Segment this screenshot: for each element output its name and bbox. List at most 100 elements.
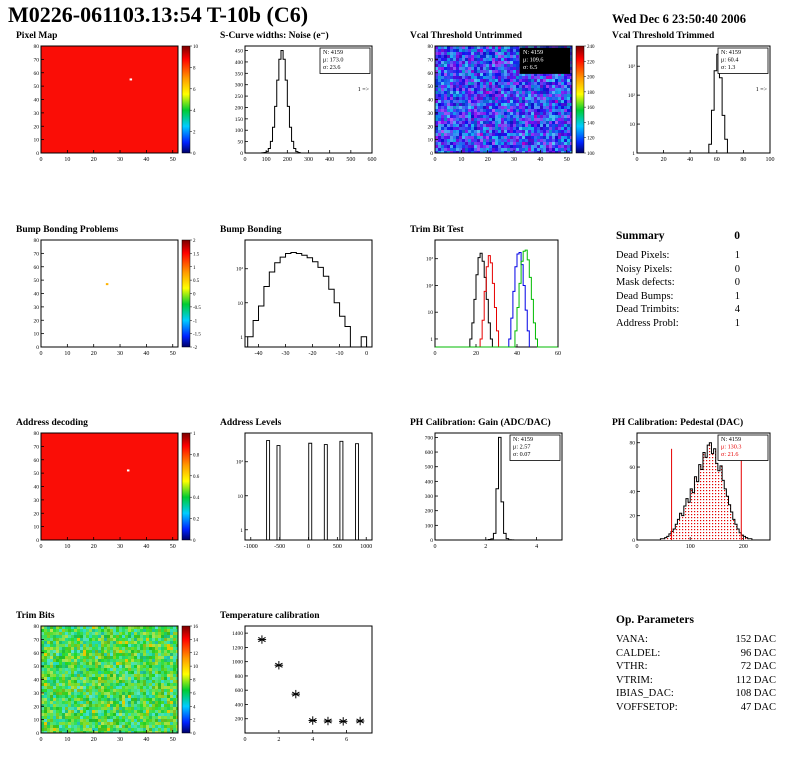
summary-row-value: 1 [734,290,740,302]
svg-text:0.4: 0.4 [193,496,200,501]
svg-text:0: 0 [307,544,310,550]
svg-text:30: 30 [117,737,123,743]
svg-text:50: 50 [564,157,570,163]
svg-text:30: 30 [34,498,40,504]
svg-text:4: 4 [193,109,196,114]
svg-text:2: 2 [193,239,196,244]
op-parameter-row: IBIAS_DAC: 108 DAC [616,687,776,701]
svg-text:10: 10 [428,310,434,316]
summary-row: Dead Pixels: 1 [616,249,740,263]
svg-text:30: 30 [34,111,40,117]
svg-text:500: 500 [425,465,434,471]
svg-text:0: 0 [632,538,635,544]
svg-text:50: 50 [34,84,40,90]
svg-text:10: 10 [64,737,70,743]
ph-pedestal-title: PH Calibration: Pedestal (DAC) [612,418,744,428]
svg-text:400: 400 [235,702,244,708]
svg-text:10²: 10² [236,460,244,466]
svg-text:20: 20 [34,318,40,324]
summary-row-value: 0 [734,277,740,288]
svg-text:N: 4159: N: 4159 [721,49,741,56]
svg-text:80: 80 [34,238,40,244]
svg-text:0: 0 [193,732,196,737]
svg-text:100: 100 [686,544,695,550]
svg-text:50: 50 [34,278,40,284]
address-decoding-title: Address decoding [16,418,88,428]
svg-text:150: 150 [235,117,244,123]
pixel-map-title: Pixel Map [16,31,58,41]
summary-total: 0 [734,230,740,242]
svg-text:20: 20 [428,124,434,130]
svg-text:40: 40 [143,544,149,550]
svg-text:σ: 0.07: σ: 0.07 [513,451,530,458]
svg-text:140: 140 [587,121,595,126]
vcal-untrimmed-title: Vcal Threshold Untrimmed [410,31,523,41]
svg-text:σ: 21.6: σ: 21.6 [721,451,738,458]
svg-text:N: 4159: N: 4159 [513,436,533,443]
svg-text:10: 10 [193,665,199,670]
op-parameter-value: 112 DAC [735,674,776,686]
svg-text:200: 200 [425,509,434,515]
svg-text:30: 30 [428,111,434,117]
svg-text:8: 8 [193,679,196,684]
op-parameter-label: VOFFSETOP: [616,701,678,713]
svg-text:40: 40 [687,157,693,163]
svg-text:60: 60 [428,71,434,77]
svg-text:160: 160 [587,106,595,111]
svg-text:1: 1 [430,337,433,343]
panel-vcal-trimmed: Vcal Threshold Trimmed 0 20 40 60 80 100 1 10 10… [612,30,780,171]
svg-text:30: 30 [511,157,517,163]
svg-text:-10: -10 [336,351,344,357]
svg-text:250: 250 [235,94,244,100]
svg-text:0: 0 [430,151,433,157]
svg-text:40: 40 [143,351,149,357]
svg-text:6: 6 [345,737,348,743]
address-levels-chart: -1000 -500 0 500 1000 1 10 10² [236,432,373,550]
svg-text:600: 600 [235,688,244,694]
svg-text:4: 4 [535,544,538,550]
svg-text:N: 4159: N: 4159 [721,436,741,443]
svg-text:20: 20 [661,157,667,163]
svg-text:1: 1 [240,528,243,534]
svg-text:300: 300 [304,157,313,163]
svg-text:1: 1 [240,335,243,341]
svg-text:20: 20 [34,511,40,517]
panel-bump-bonding: Bump Bonding -40 -30 -20 -10 0 1 10 10² [220,224,382,365]
op-parameter-row: CALDEL: 96 DAC [616,647,776,661]
report-datetime: Wed Dec 6 23:50:40 2006 [612,12,747,26]
svg-text:120: 120 [587,137,595,142]
svg-text:800: 800 [235,674,244,680]
svg-text:500: 500 [333,544,342,550]
bump-bonding-problems-chart: 0 10 20 30 40 50 0 10 20 30 40 50 60 70 80 2 1.5 1 0.5 0 -0.… [34,238,202,357]
svg-text:100: 100 [587,152,595,157]
op-parameter-row: VANA: 152 DAC [616,633,776,647]
svg-text:220: 220 [587,60,595,65]
temperature-calibration-title: Temperature calibration [220,611,320,621]
svg-text:30: 30 [117,351,123,357]
svg-text:2: 2 [193,131,196,136]
svg-text:1200: 1200 [232,645,243,651]
svg-text:10: 10 [64,351,70,357]
svg-text:0: 0 [36,731,39,737]
svg-text:40: 40 [630,489,636,495]
svg-text:70: 70 [34,57,40,63]
svg-text:60: 60 [555,351,561,357]
svg-text:20: 20 [630,514,636,520]
svg-text:4: 4 [311,737,314,743]
address-levels-title: Address Levels [220,418,282,428]
svg-text:0: 0 [40,737,43,743]
svg-text:0: 0 [636,157,639,163]
summary-row: Noisy Pixels: 0 [616,263,740,277]
svg-text:μ: 2.57: μ: 2.57 [513,444,530,451]
svg-text:0: 0 [434,544,437,550]
page-title: M0226-061103.13:54 T-10b (C6) [8,2,309,27]
svg-text:20: 20 [34,704,40,710]
bump-bonding-problems-title: Bump Bonding Problems [16,225,119,235]
svg-text:0: 0 [244,157,247,163]
svg-text:2: 2 [484,544,487,550]
svg-text:60: 60 [714,157,720,163]
svg-text:400: 400 [325,157,334,163]
